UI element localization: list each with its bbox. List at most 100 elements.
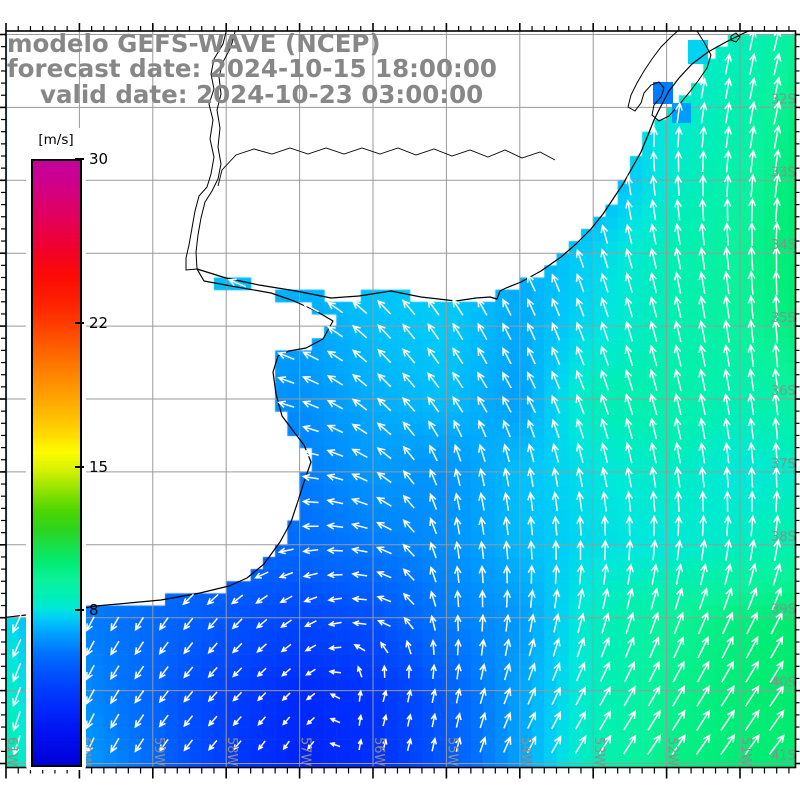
wind-arrow bbox=[502, 491, 511, 511]
wind-arrow bbox=[576, 515, 585, 536]
wind-arrow bbox=[452, 395, 464, 413]
wind-arrow bbox=[601, 539, 610, 561]
longitude-label: 51W bbox=[738, 737, 753, 767]
wind-arrow bbox=[526, 298, 536, 316]
wind-arrow bbox=[723, 490, 732, 512]
wind-arrow bbox=[649, 466, 658, 488]
wind-arrow bbox=[478, 589, 487, 608]
wind-arrow bbox=[745, 660, 759, 683]
wind-arrow bbox=[405, 639, 412, 655]
interior-river bbox=[217, 147, 556, 187]
wind-arrow bbox=[158, 690, 169, 704]
wind-arrow bbox=[134, 738, 145, 753]
wind-arrow bbox=[375, 546, 392, 555]
wind-arrow bbox=[722, 392, 731, 416]
graticule-grid bbox=[6, 31, 796, 768]
lagoon-water-cells bbox=[653, 40, 708, 123]
wind-arrow bbox=[673, 295, 682, 318]
wind-arrow bbox=[575, 321, 585, 341]
latitude-label: 35S bbox=[771, 311, 796, 326]
longitude-label: 56W bbox=[371, 737, 386, 767]
latitude-label: 33S bbox=[771, 165, 796, 180]
wind-arrow bbox=[648, 660, 660, 683]
colorbar: [m/s] 30 22 15 8 bbox=[26, 128, 108, 770]
wind-arrow bbox=[12, 711, 22, 732]
wind-arrow bbox=[527, 564, 536, 584]
wind-arrow bbox=[12, 638, 22, 659]
wind-arrow bbox=[552, 539, 560, 560]
wind-arrow bbox=[405, 664, 413, 679]
wind-arrow bbox=[479, 687, 487, 705]
wind-arrow bbox=[479, 662, 487, 680]
wind-arrow bbox=[773, 31, 782, 51]
wind-arrow bbox=[696, 660, 710, 683]
wind-arrow bbox=[502, 419, 511, 438]
wind-arrow bbox=[649, 271, 658, 294]
wind-arrow bbox=[720, 709, 735, 732]
wind-arrow bbox=[503, 589, 512, 608]
wind-arrow bbox=[454, 638, 462, 656]
wind-arrow bbox=[699, 174, 707, 197]
wind-arrow bbox=[452, 322, 464, 341]
colorbar-tick bbox=[75, 465, 84, 468]
wind-arrow bbox=[329, 717, 341, 724]
wind-arrow bbox=[477, 346, 488, 365]
wind-arrow bbox=[624, 417, 633, 440]
wind-arrow bbox=[402, 421, 416, 437]
wind-arrow bbox=[699, 539, 708, 561]
wind-arrow bbox=[380, 641, 389, 654]
wind-arrow bbox=[724, 538, 733, 561]
wind-arrow bbox=[227, 278, 247, 288]
wind-arrow bbox=[454, 663, 462, 680]
wind-arrow bbox=[356, 665, 363, 678]
wind-arrow bbox=[326, 375, 344, 386]
wind-arrow bbox=[328, 669, 341, 675]
wind-arrow bbox=[351, 595, 367, 603]
wind-arrow bbox=[650, 539, 659, 561]
wind-arrow bbox=[724, 125, 732, 148]
longitude-label: 54W bbox=[518, 737, 533, 767]
wind-arrow bbox=[673, 344, 682, 367]
wind-arrow bbox=[748, 514, 757, 537]
wind-arrow bbox=[207, 715, 218, 727]
wind-arrow bbox=[551, 297, 561, 317]
wind-arrow bbox=[281, 668, 292, 677]
wind-arrow bbox=[329, 693, 341, 700]
wind-arrow bbox=[526, 419, 536, 438]
wind-arrow bbox=[134, 616, 145, 632]
wind-arrow bbox=[624, 466, 633, 488]
wind-arrow bbox=[724, 562, 733, 586]
wind-arrow bbox=[376, 422, 392, 436]
latitude-label: 37S bbox=[771, 457, 796, 472]
longitude-label: 61W bbox=[4, 737, 19, 767]
wind-arrow bbox=[86, 713, 95, 730]
wind-arrow bbox=[256, 643, 267, 653]
wind-arrow bbox=[749, 31, 757, 51]
wind-arrow bbox=[674, 125, 683, 148]
wind-arrow bbox=[477, 395, 488, 413]
wind-arrow bbox=[12, 735, 21, 757]
wind-arrow bbox=[624, 344, 634, 367]
wind-arrow bbox=[772, 441, 781, 464]
wind-arrow bbox=[326, 571, 343, 579]
wind-arrow bbox=[326, 546, 343, 555]
wind-arrow bbox=[402, 469, 415, 485]
wind-arrow bbox=[772, 416, 781, 440]
wind-arrow bbox=[625, 611, 635, 634]
wind-arrow bbox=[625, 514, 634, 537]
wind-arrow bbox=[673, 222, 682, 246]
wind-arrow bbox=[453, 516, 462, 535]
wind-arrow bbox=[376, 521, 392, 531]
wind-arrow bbox=[648, 636, 660, 659]
wind-arrow bbox=[772, 269, 781, 295]
wind-arrow bbox=[382, 713, 388, 727]
wind-arrow bbox=[382, 738, 388, 751]
wind-arrow bbox=[673, 320, 682, 343]
wind-arrow bbox=[455, 712, 462, 728]
wind-arrow bbox=[674, 490, 683, 512]
wind-arrow bbox=[698, 587, 709, 610]
wind-arrow bbox=[526, 273, 536, 292]
wind-arrow bbox=[723, 246, 731, 271]
wind-arrow bbox=[698, 368, 706, 392]
wind-arrow bbox=[183, 642, 194, 655]
